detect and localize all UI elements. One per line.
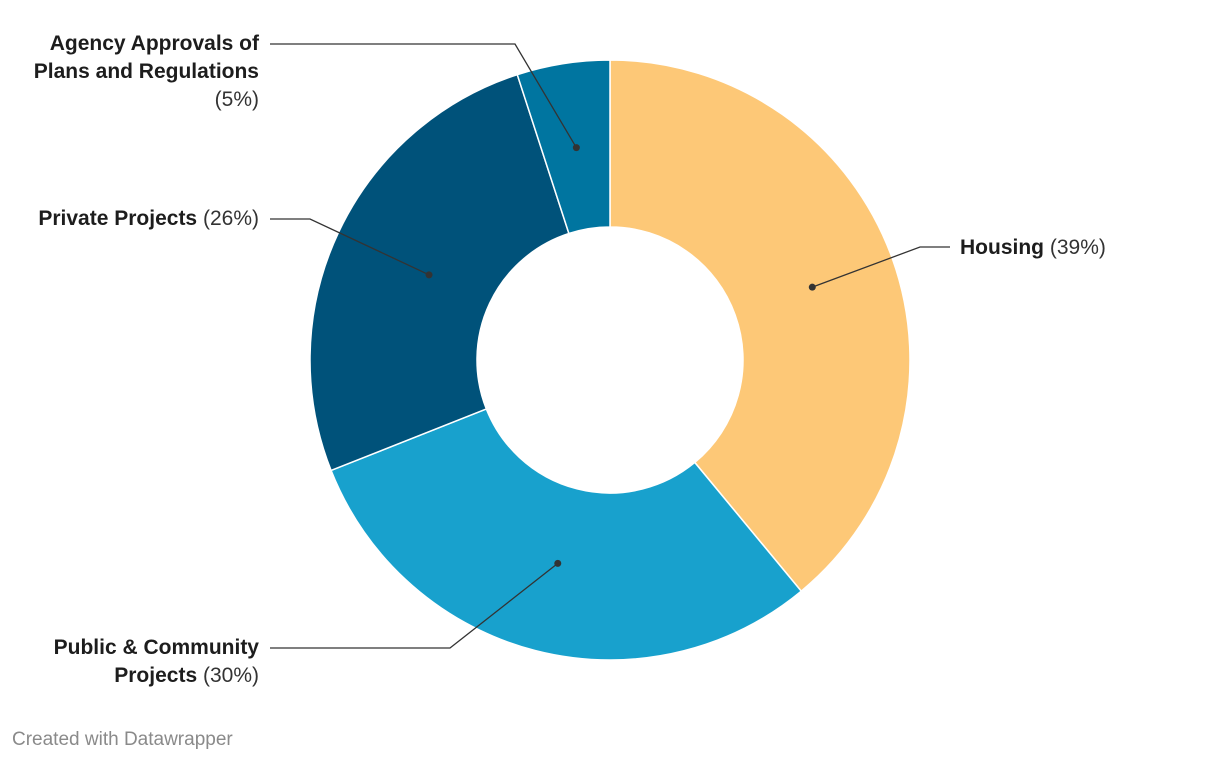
footer-credit: Created with Datawrapper	[12, 729, 233, 750]
slice-agency-approvals	[516, 59, 611, 235]
label-agency-name-line2: Plans and Regulations	[33, 60, 259, 83]
leader-housing	[812, 246, 950, 288]
label-public-pct: (30%)	[202, 664, 259, 687]
label-private-pct: (26%)	[202, 207, 259, 230]
label-private-name: Private Projects	[38, 207, 198, 230]
label-agency-approvals: Agency Approvals of Plans and Regulation…	[34, 30, 259, 114]
slice-private-projects	[309, 73, 570, 472]
leader-housing-dot	[808, 283, 816, 291]
leader-public-community	[270, 562, 559, 649]
leader-private-projects	[270, 218, 430, 276]
label-private-projects: Private Projects (26%)	[38, 205, 259, 233]
leader-agency-approvals-dot	[572, 144, 580, 152]
label-public-name-line2: Projects	[114, 664, 198, 687]
label-agency-name-line1: Agency Approvals of	[49, 32, 259, 55]
label-public-name-line1: Public & Community	[53, 636, 259, 659]
label-housing-pct: (39%)	[1049, 236, 1106, 259]
leader-public-community-dot	[554, 559, 562, 567]
slice-public-community	[330, 407, 803, 661]
leader-agency-approvals	[270, 43, 577, 148]
label-housing-name: Housing	[960, 236, 1044, 259]
label-agency-pct: (5%)	[214, 88, 259, 111]
slice-housing	[609, 59, 911, 593]
leader-private-projects-dot	[425, 271, 433, 279]
label-public-community: Public & Community Projects (30%)	[54, 634, 259, 690]
label-housing: Housing (39%)	[960, 234, 1106, 262]
